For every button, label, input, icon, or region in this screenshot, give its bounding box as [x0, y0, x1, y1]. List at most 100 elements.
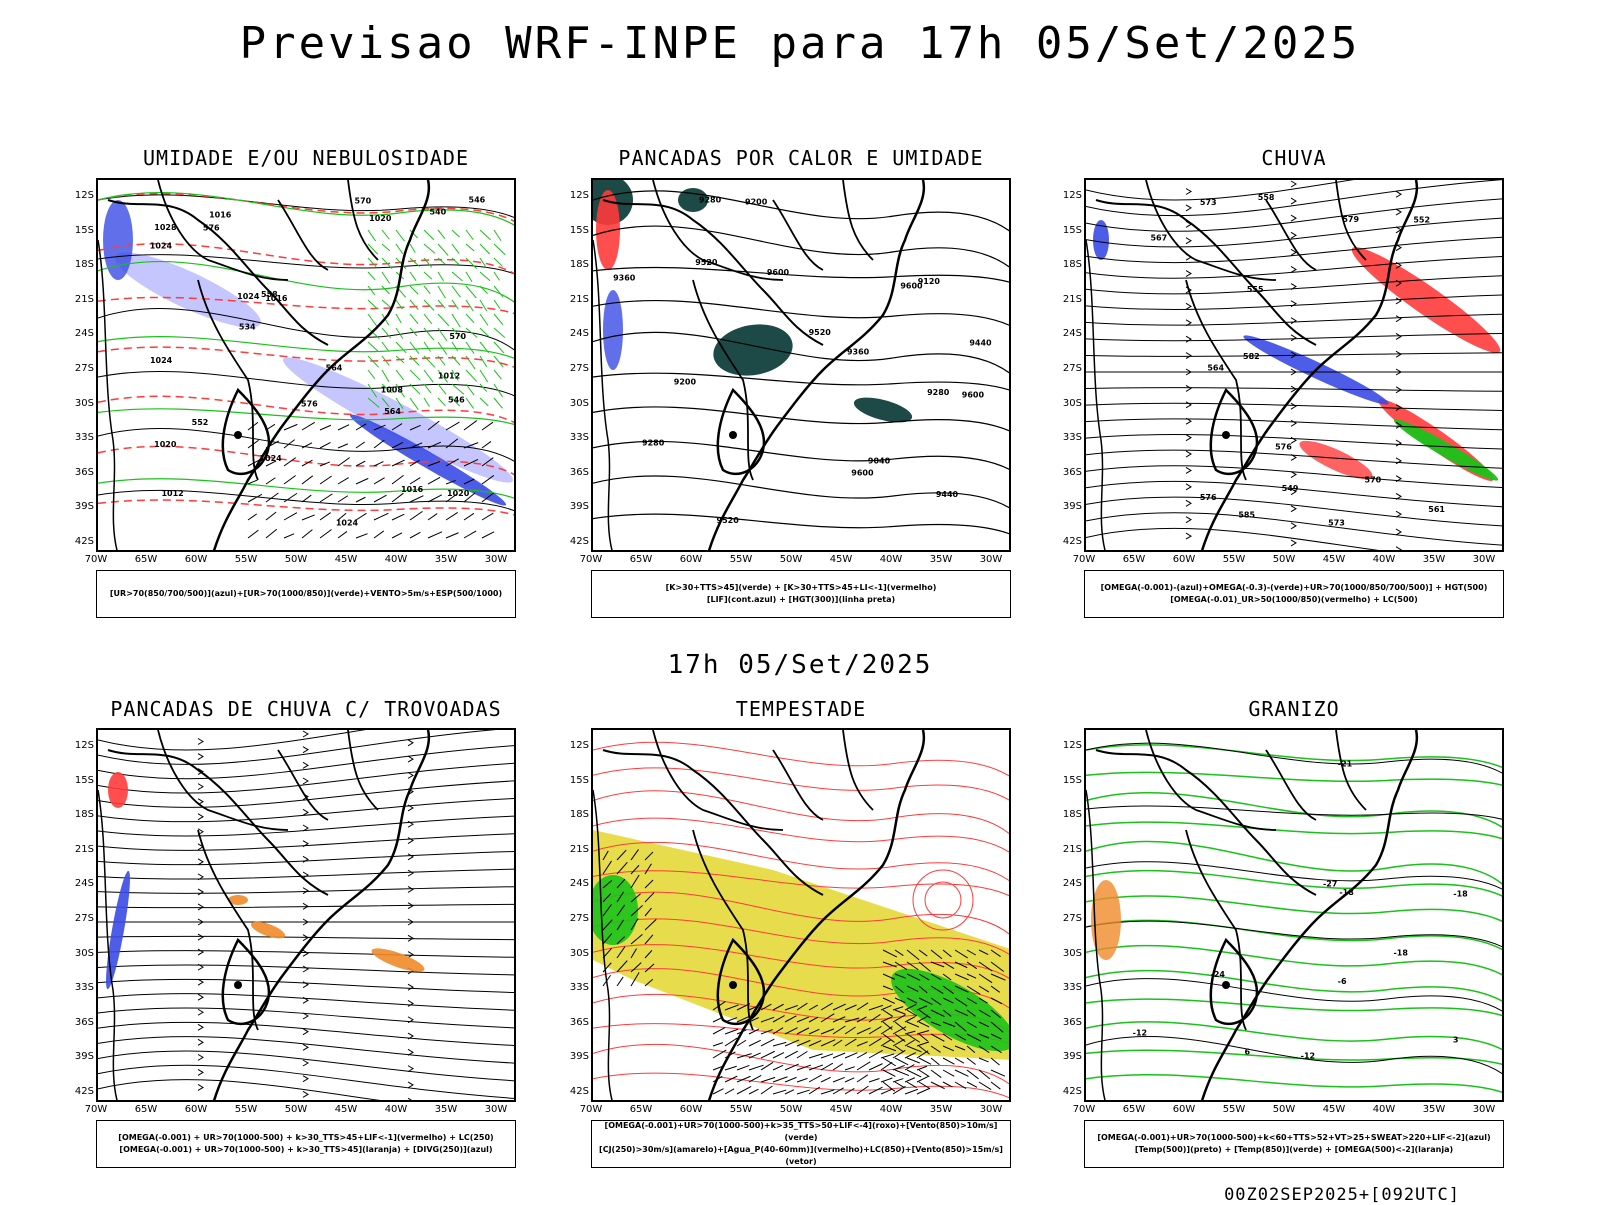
wind-vector: [481, 421, 494, 431]
country-border: [1095, 749, 1317, 896]
wind-vector: [423, 383, 432, 394]
wind-vector: [465, 257, 477, 269]
wind-vector: [844, 1017, 860, 1023]
wind-vector: [796, 1027, 810, 1035]
wind-vector: [918, 1033, 929, 1042]
lon-tick-label: 45W: [1322, 554, 1346, 565]
streamline: [1086, 333, 1502, 342]
wind-vector: [894, 997, 906, 1004]
lat-tick-label: 18S: [569, 259, 589, 271]
streamline-arrow: [1185, 450, 1192, 458]
lat-tick-label: 21S: [74, 293, 94, 305]
lat-tick-label: 36S: [1062, 1016, 1082, 1028]
contour-line: [1086, 742, 1502, 774]
wind-vector: [930, 949, 943, 960]
wind-vector: [423, 271, 433, 280]
wind-vector: [904, 1015, 916, 1023]
streamline-arrow: [1290, 368, 1297, 376]
lat-tick-label: 36S: [569, 1016, 589, 1028]
legend-line: [OMEGA(-0.001)+UR>70(1000-500)+k>35_TTS>…: [604, 1121, 998, 1142]
wind-vector: [712, 1065, 724, 1071]
wind-vector: [904, 1064, 915, 1071]
wind-vector: [904, 1077, 916, 1083]
wind-vector: [247, 529, 259, 539]
wind-vector: [427, 531, 443, 539]
wind-vector: [724, 1028, 739, 1035]
wind-vector: [978, 997, 988, 1004]
contour-label: 9520: [809, 328, 832, 337]
wind-vector: [844, 1038, 857, 1047]
thunder-shade: [250, 921, 286, 939]
streamline-arrow: [1290, 266, 1297, 273]
panel-title-pancadas-calor: PANCADAS POR CALOR E UMIDADE: [618, 146, 984, 170]
wind-vector: [748, 1075, 762, 1083]
contour-label: 9440: [969, 339, 992, 348]
wind-vector: [760, 1050, 775, 1059]
streamline: [98, 903, 514, 909]
wind-vector: [337, 512, 347, 521]
streamline-arrow: [407, 1032, 414, 1040]
streamline: [98, 1036, 514, 1064]
contour-label: 9600: [900, 282, 923, 291]
wind-vector: [978, 1057, 989, 1063]
lon-tick-label: 60W: [184, 1104, 208, 1115]
contour-label: 570: [1365, 476, 1382, 485]
wind-vector: [409, 327, 418, 337]
contour-label: 576: [203, 223, 220, 232]
wind-vector: [966, 961, 978, 970]
lon-tick-label: 65W: [1122, 554, 1146, 565]
wind-vector: [644, 879, 654, 889]
wind-vector: [736, 1075, 751, 1083]
lat-tick-label: 39S: [1062, 501, 1082, 513]
contour-line: [593, 440, 1009, 470]
streamline-arrow: [1290, 317, 1297, 325]
wind-vector: [990, 985, 1001, 993]
wind-vector: [892, 1064, 905, 1071]
lagoon-marker: [1222, 431, 1230, 439]
lon-tick-label: 50W: [779, 1104, 803, 1115]
wind-vector: [772, 1089, 787, 1095]
wind-vector: [395, 397, 404, 409]
wind-vector: [367, 327, 380, 339]
wind-shade: [891, 968, 1009, 1052]
streamline: [1086, 387, 1502, 392]
panel-title-chuva: CHUVA: [1261, 146, 1327, 170]
streamline-arrow: [197, 858, 204, 866]
wind-vector: [820, 1028, 835, 1035]
wind-vector: [423, 341, 431, 352]
coastline: [707, 180, 926, 550]
wind-vector: [990, 997, 1003, 1005]
streamline-arrow: [1395, 404, 1402, 411]
lon-tick-label: 60W: [679, 554, 703, 565]
wind-vector: [880, 1088, 893, 1095]
streamline-arrow: [302, 1043, 309, 1051]
wind-vector: [856, 1061, 871, 1071]
map-tempestade: [591, 728, 1011, 1102]
wind-vector: [916, 1075, 929, 1083]
wind-vector: [906, 985, 919, 992]
wind-vector: [966, 949, 976, 956]
streamline: [1086, 275, 1502, 295]
contour-line: [98, 254, 514, 275]
streamline: [98, 950, 514, 958]
lon-tick-label: 70W: [579, 554, 603, 565]
contour-line: [593, 767, 1009, 801]
wind-vector: [954, 1045, 966, 1051]
wind-vector: [918, 1081, 930, 1089]
wind-vector: [832, 1076, 845, 1083]
contour-line: [593, 891, 1009, 935]
wind-vector: [493, 229, 502, 242]
lon-tick-label: 35W: [1422, 1104, 1446, 1115]
streamline-arrow: [197, 768, 204, 776]
contour-line: [1086, 895, 1502, 922]
wind-vector: [367, 229, 377, 242]
streamline-arrow: [1395, 244, 1402, 252]
wind-vector: [990, 961, 1005, 972]
contour-label: 9600: [767, 268, 790, 277]
wind-vector: [395, 299, 403, 310]
contour-line: [98, 489, 514, 512]
lon-tick-label: 35W: [434, 1104, 458, 1115]
streamline: [98, 1079, 381, 1100]
contour-line: [593, 741, 1009, 777]
wind-vector: [337, 531, 348, 539]
